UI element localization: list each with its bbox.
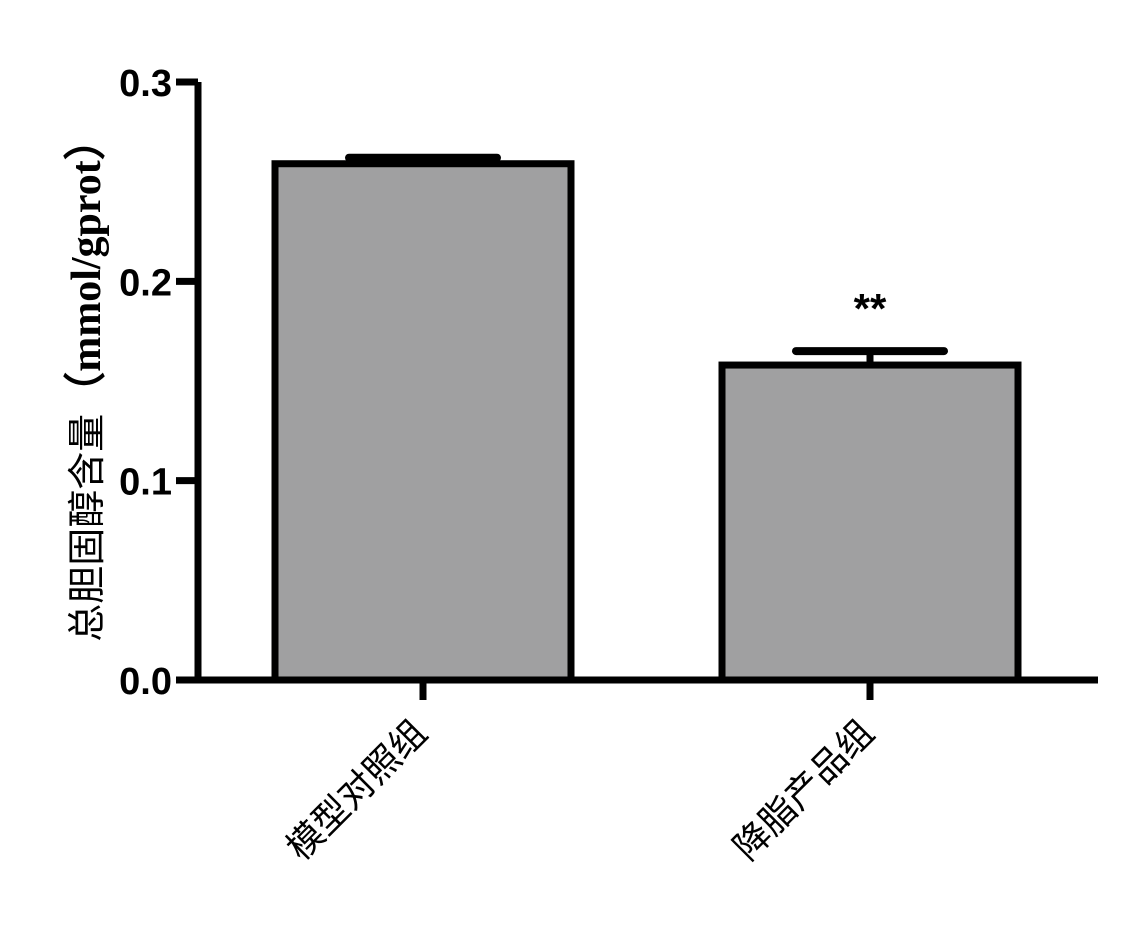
y-axis-label-unit: （mmol/gprot） xyxy=(63,118,110,414)
category-label-0: 模型对照组 xyxy=(279,712,435,868)
y-tick-label-0: 0.0 xyxy=(119,661,172,703)
axes-layer xyxy=(176,78,1098,700)
category-label-1: 降脂产品组 xyxy=(726,712,882,868)
significance-label-1: ** xyxy=(854,285,887,332)
y-axis-label-text: 总胆固醇含量 xyxy=(65,414,109,642)
y-tick-label-3: 0.3 xyxy=(119,63,172,105)
bar-0 xyxy=(271,160,575,684)
bar-1 xyxy=(718,361,1022,684)
y-tick-label-1: 0.1 xyxy=(119,462,172,504)
bars-layer xyxy=(271,153,1022,684)
y-axis-label: 总胆固醇含量（mmol/gprot） xyxy=(63,118,110,642)
y-tick-label-2: 0.2 xyxy=(119,262,172,304)
